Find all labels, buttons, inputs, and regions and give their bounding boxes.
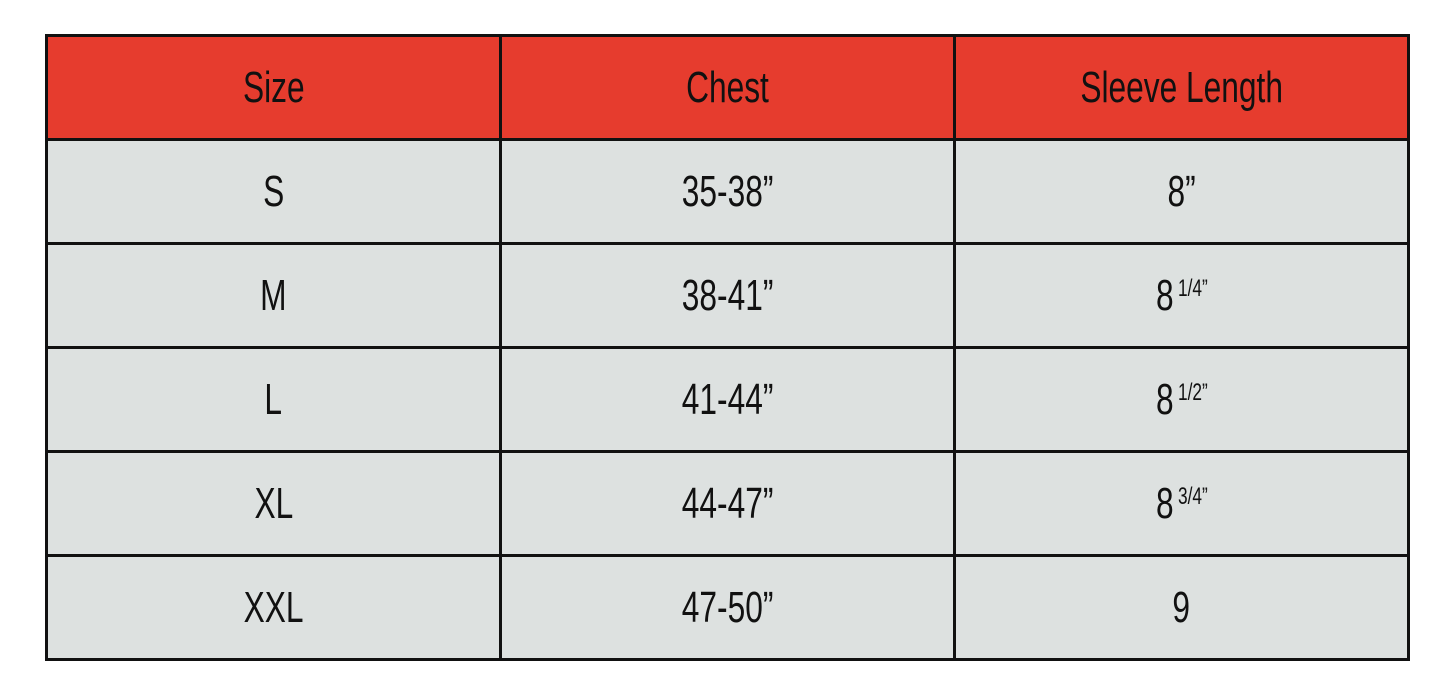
table-row: XXL 47-50” 9 [45, 554, 1410, 661]
cell-sleeve: 9 [953, 554, 1410, 661]
header-chest: Chest [499, 34, 956, 141]
size-chart-table: Size Chest Sleeve Length S 35-38” 8” M 38-41… [45, 34, 1410, 661]
cell-size: S [45, 138, 502, 245]
sleeve-value: 8 [1155, 478, 1174, 528]
sleeve-value-wrap: 8 1/2” [1156, 375, 1208, 425]
size-value: S [262, 166, 285, 216]
table-row: L 41-44” 8 1/2” [45, 346, 1410, 453]
size-value: M [260, 270, 287, 320]
sleeve-fraction: 1/4” [1177, 274, 1208, 302]
cell-size: XL [45, 450, 502, 557]
cell-chest: 44-47” [499, 450, 956, 557]
chest-value: 41-44” [681, 374, 774, 424]
cell-size: M [45, 242, 502, 349]
cell-size: L [45, 346, 502, 453]
header-sleeve-length: Sleeve Length [953, 34, 1410, 141]
sleeve-value-wrap: 8” [1167, 167, 1195, 217]
header-label: Chest [686, 62, 769, 112]
size-value: L [264, 374, 283, 424]
sleeve-value-wrap: 8 3/4” [1156, 479, 1208, 529]
cell-chest: 35-38” [499, 138, 956, 245]
chest-value: 44-47” [681, 478, 774, 528]
table-row: M 38-41” 8 1/4” [45, 242, 1410, 349]
header-row: Size Chest Sleeve Length [45, 34, 1410, 141]
chest-value: 38-41” [681, 270, 774, 320]
header-label: Sleeve Length [1080, 62, 1283, 112]
cell-sleeve: 8 1/2” [953, 346, 1410, 453]
cell-chest: 41-44” [499, 346, 956, 453]
cell-sleeve: 8 1/4” [953, 242, 1410, 349]
sleeve-value: 9 [1172, 582, 1191, 632]
sleeve-value-wrap: 9 [1173, 583, 1191, 633]
sleeve-value: 8 [1155, 374, 1174, 424]
header-label: Size [242, 62, 305, 112]
sleeve-value: 8 [1155, 270, 1174, 320]
sleeve-fraction: 1/2” [1177, 378, 1208, 406]
sleeve-fraction: 3/4” [1177, 482, 1208, 510]
chest-value: 47-50” [681, 582, 774, 632]
size-value: XL [254, 478, 293, 528]
sleeve-value: 8” [1167, 166, 1196, 216]
cell-size: XXL [45, 554, 502, 661]
header-size: Size [45, 34, 502, 141]
sleeve-value-wrap: 8 1/4” [1156, 271, 1208, 321]
cell-chest: 47-50” [499, 554, 956, 661]
chest-value: 35-38” [681, 166, 774, 216]
size-value: XXL [243, 582, 304, 632]
cell-sleeve: 8 3/4” [953, 450, 1410, 557]
cell-chest: 38-41” [499, 242, 956, 349]
cell-sleeve: 8” [953, 138, 1410, 245]
table-row: S 35-38” 8” [45, 138, 1410, 245]
table-row: XL 44-47” 8 3/4” [45, 450, 1410, 557]
